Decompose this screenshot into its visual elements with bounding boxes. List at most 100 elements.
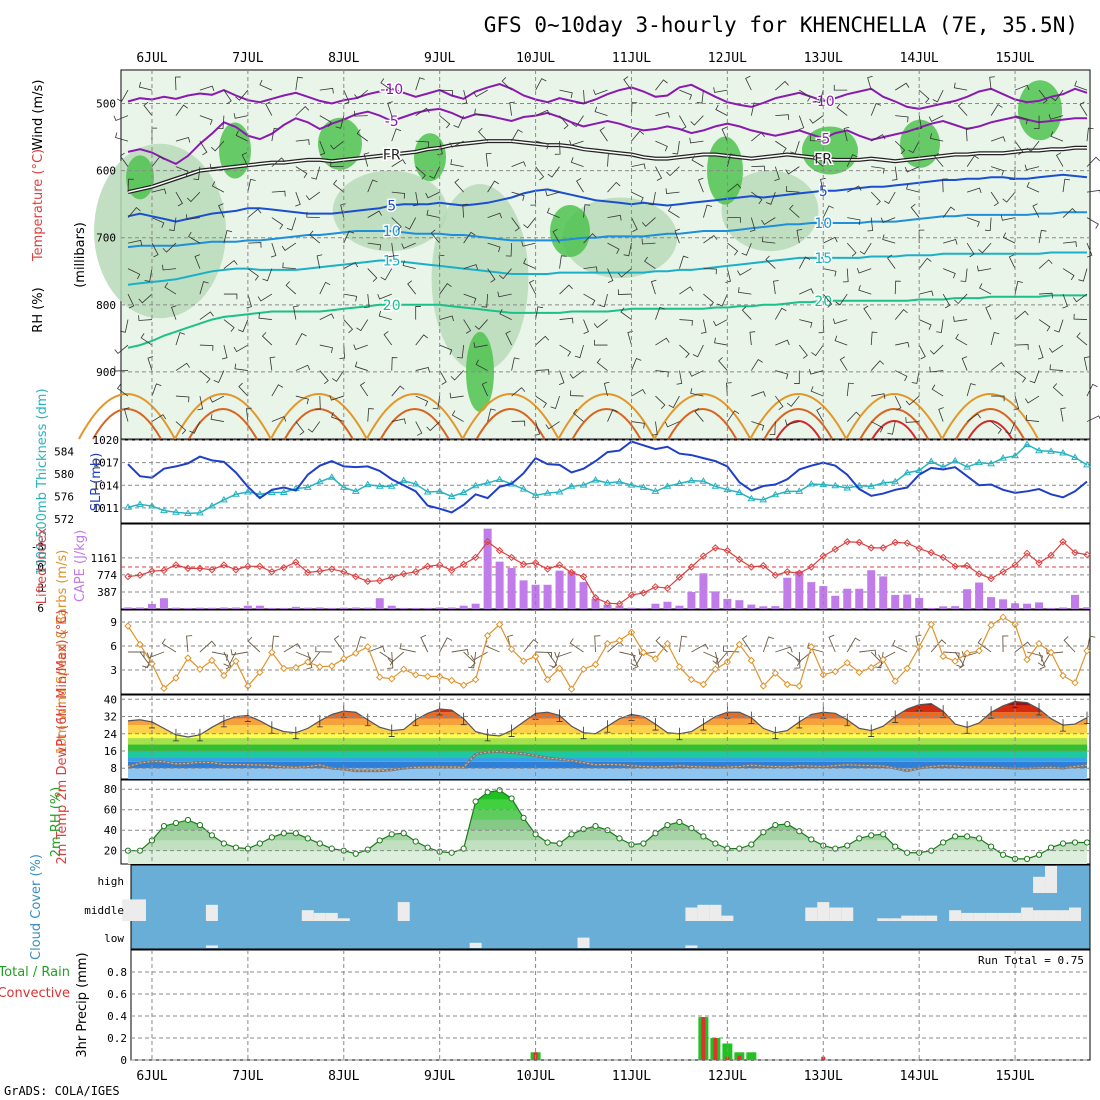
surface-wind-barb bbox=[271, 635, 280, 653]
wind-barb bbox=[905, 395, 920, 406]
date-label-top: 9JUL bbox=[424, 51, 455, 66]
rh-point bbox=[352, 850, 359, 857]
wind-speed-point bbox=[1035, 639, 1043, 648]
wind-barb bbox=[391, 418, 406, 425]
cape-bar bbox=[363, 607, 372, 609]
lifted-index-point bbox=[987, 574, 995, 583]
cape-bar bbox=[903, 594, 912, 609]
wind-barb bbox=[846, 382, 854, 397]
wind-barb bbox=[511, 217, 520, 232]
temp-minmax-bar bbox=[508, 724, 515, 737]
wind-barb bbox=[425, 191, 440, 199]
wind-barb bbox=[295, 76, 303, 91]
wind-barb bbox=[846, 411, 861, 422]
wind-barb bbox=[583, 266, 598, 272]
wind-barb bbox=[965, 127, 972, 142]
precip-tick-label: 0.4 bbox=[107, 1010, 127, 1023]
wind-barb bbox=[367, 179, 378, 193]
wind-barb bbox=[391, 128, 402, 142]
cape-bar bbox=[591, 598, 600, 609]
rh-point bbox=[808, 836, 815, 843]
wind-barb bbox=[953, 316, 968, 322]
thickness-point bbox=[435, 487, 444, 494]
wind-barb bbox=[235, 130, 249, 142]
rh-point bbox=[736, 845, 743, 852]
cape-bar bbox=[567, 571, 576, 609]
ylabel-rh: RH (%) bbox=[31, 287, 46, 332]
wind-speed-point bbox=[316, 663, 324, 671]
wind-barb bbox=[213, 370, 225, 383]
warm-contour bbox=[941, 393, 1039, 440]
wind-barb bbox=[1008, 254, 1016, 269]
wind-barb bbox=[895, 370, 908, 382]
wind-tick-label: 6 bbox=[110, 640, 117, 653]
lifted-index-point bbox=[711, 544, 720, 552]
cloud-middle-cell bbox=[985, 912, 998, 921]
rh-point bbox=[556, 840, 563, 847]
wind-barb bbox=[894, 395, 902, 411]
surface-wind-barb bbox=[161, 638, 177, 653]
lifted-index-point bbox=[531, 559, 540, 567]
wind-barb bbox=[737, 287, 752, 295]
temperature-contour bbox=[127, 211, 1087, 249]
wind-barb bbox=[1052, 383, 1064, 397]
wind-barb bbox=[808, 369, 824, 375]
wind-barb bbox=[617, 289, 632, 295]
surface-wind-barb bbox=[468, 651, 477, 669]
surface-wind-barb bbox=[199, 640, 216, 653]
wind-barb bbox=[199, 344, 214, 351]
thickness-point bbox=[591, 476, 600, 483]
lifted-index-point bbox=[388, 573, 396, 581]
wind-barb bbox=[259, 79, 273, 91]
thickness-point bbox=[1023, 440, 1031, 448]
cape-tick-label: 387 bbox=[97, 586, 117, 599]
hot-contour bbox=[775, 420, 822, 440]
wind-barb bbox=[450, 370, 464, 381]
wind-barb bbox=[870, 360, 885, 371]
wind-barb bbox=[599, 293, 608, 308]
cloud-middle-cell bbox=[325, 912, 338, 921]
lifted-index-point bbox=[411, 568, 420, 576]
rh-saturated-region bbox=[802, 126, 858, 175]
warm-contour bbox=[955, 408, 1025, 440]
li-tick-label: 6 bbox=[37, 602, 44, 615]
wind-barb bbox=[257, 293, 273, 302]
cape-bar bbox=[543, 584, 552, 609]
wind-barb bbox=[286, 217, 297, 231]
wind-barb bbox=[415, 140, 430, 148]
wind-barb bbox=[814, 90, 824, 104]
wind-barb bbox=[343, 319, 354, 334]
cape-bar bbox=[759, 606, 768, 609]
cape-bar bbox=[651, 603, 660, 609]
surface-wind-barb bbox=[283, 643, 301, 653]
ylabel-total-rain: Total / Rain bbox=[0, 965, 70, 980]
wind-barb bbox=[295, 191, 301, 207]
wind-barb bbox=[1014, 310, 1029, 320]
date-label-top: 14JUL bbox=[900, 51, 939, 66]
date-label-bottom: 11JUL bbox=[612, 1069, 651, 1084]
precip-panel: 0 0.2 0.4 0.6 0.8 Run Total = 0.75 3hr Preci… bbox=[0, 949, 1091, 1067]
cloud-middle-cell bbox=[122, 899, 134, 921]
rh-point bbox=[1059, 840, 1067, 847]
wind-barb bbox=[1086, 383, 1098, 397]
wind-barb bbox=[594, 106, 608, 117]
temp-minmax-bar bbox=[1060, 719, 1067, 732]
lifted-index-point bbox=[400, 570, 408, 578]
wind-barb bbox=[703, 293, 714, 307]
wind-barb bbox=[473, 89, 488, 98]
wind-barb bbox=[415, 421, 423, 436]
wind-barb bbox=[891, 166, 898, 181]
lifted-index-point bbox=[747, 563, 756, 571]
warm-contour bbox=[749, 393, 848, 440]
temp-tick-label: 32 bbox=[104, 711, 117, 724]
wind-barb bbox=[258, 312, 272, 320]
wind-barb bbox=[846, 154, 858, 167]
cape-bar bbox=[1059, 607, 1068, 609]
thickness-point bbox=[124, 503, 132, 510]
temp-minmax-bar bbox=[604, 720, 611, 733]
cloud-middle-cell bbox=[877, 918, 890, 921]
wind-barb bbox=[765, 191, 776, 205]
wind-speed-point bbox=[1023, 655, 1031, 664]
wind-speed-point bbox=[268, 648, 276, 657]
rh-point bbox=[520, 814, 527, 822]
